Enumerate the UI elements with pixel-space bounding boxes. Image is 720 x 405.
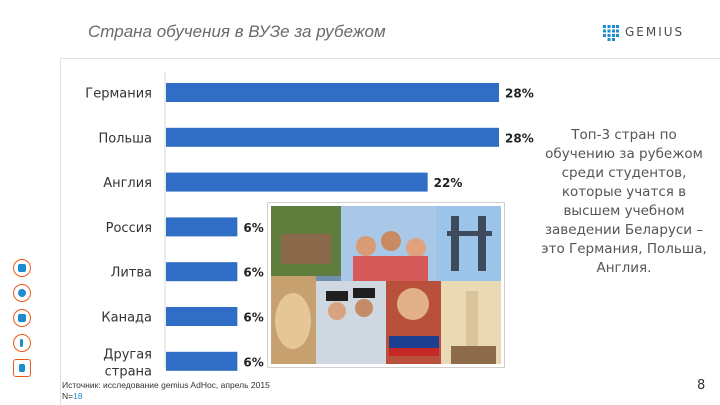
document-icon[interactable]	[13, 359, 31, 377]
summary-note: Топ-3 стран по обучению за рубежом среди…	[541, 127, 707, 276]
logo-dots-icon	[603, 25, 619, 41]
bar-3	[166, 217, 238, 237]
sample-size-value: 18	[73, 391, 83, 401]
globe-icon[interactable]	[13, 284, 31, 302]
bar-6	[166, 351, 238, 371]
value-label-5: 6%	[243, 311, 263, 325]
students-photo-collage	[268, 203, 504, 367]
sample-size: N=18	[62, 391, 362, 402]
category-label-5: Канада	[101, 311, 152, 326]
bar-2	[166, 172, 428, 192]
logo-text: GEMIUS	[625, 25, 685, 39]
side-toolbar	[13, 259, 33, 384]
category-label-3: Россия	[106, 221, 152, 236]
category-label-6: Другая страна	[103, 347, 152, 379]
value-label-0: 28%	[505, 87, 534, 101]
sidebar-divider	[60, 58, 61, 405]
category-label-4: Литва	[111, 266, 152, 281]
bar-1	[166, 127, 499, 147]
bar-0	[166, 83, 499, 102]
value-label-6: 6%	[243, 355, 263, 369]
wrench-icon[interactable]	[13, 334, 31, 352]
category-label-1: Польша	[98, 131, 152, 146]
bar-4	[166, 262, 238, 282]
value-label-2: 22%	[434, 176, 463, 190]
value-label-3: 6%	[243, 221, 263, 235]
page-number: 8	[697, 378, 706, 393]
page-title: Страна обучения в ВУЗе за рубежом	[88, 22, 386, 41]
category-label-0: Германия	[85, 87, 152, 102]
list-icon[interactable]	[13, 309, 31, 327]
header-divider	[60, 58, 720, 59]
sample-size-label: N=	[62, 391, 74, 401]
source-text: Источник: исследование gemius AdHoc, апр…	[62, 380, 270, 390]
people-icon[interactable]	[13, 259, 31, 277]
source-footnote: Источник: исследование gemius AdHoc, апр…	[62, 380, 362, 402]
category-label-2: Англия	[103, 176, 152, 191]
bar-5	[166, 307, 238, 326]
value-label-4: 6%	[243, 266, 263, 280]
value-label-1: 28%	[505, 131, 534, 145]
gemius-logo: GEMIUS	[603, 24, 711, 42]
